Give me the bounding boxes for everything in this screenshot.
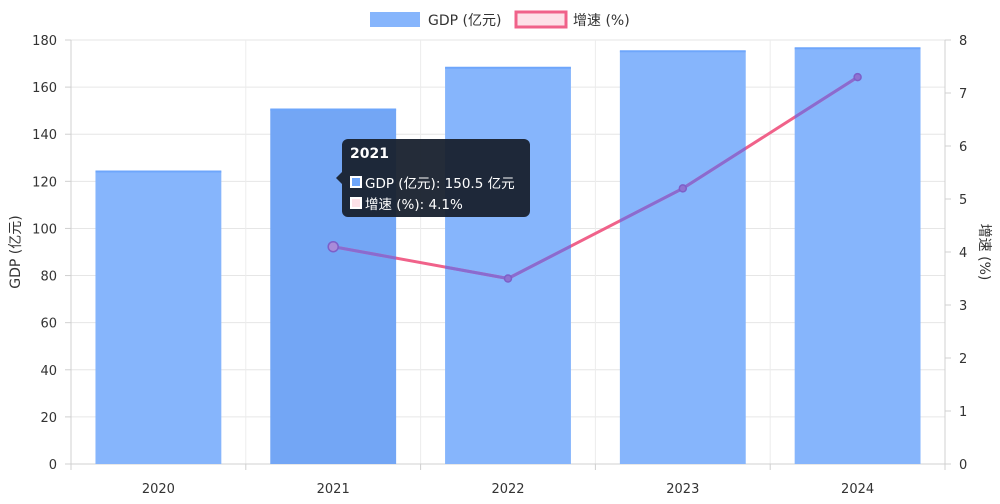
y2-axis-title: 增速 (%) — [976, 224, 992, 281]
legend-label-gdp: GDP (亿元) — [428, 13, 501, 29]
growth-line-on-bar — [794, 75, 860, 119]
y-tick-label: 120 — [32, 175, 57, 190]
x-tick-label: 2023 — [666, 482, 699, 497]
growth-line-on-bar — [506, 244, 571, 280]
tooltip-caret — [336, 172, 342, 184]
x-tick-label: 2020 — [142, 482, 175, 497]
bar-2022 — [445, 67, 571, 464]
y-tick-label: 0 — [49, 458, 57, 473]
growth-line-on-bar — [681, 146, 746, 190]
y2-tick-label: 6 — [959, 140, 967, 155]
y-tick-label: 100 — [32, 222, 57, 237]
legend-label-growth: 增速 (%) — [573, 13, 630, 29]
growth-line-on-bar — [445, 265, 510, 280]
x-tick-label: 2021 — [317, 482, 350, 497]
growth-point-2021 — [327, 240, 339, 253]
tooltip-text-growth: 增速 (%): 4.1% — [365, 197, 463, 213]
tooltip-text-gdp: GDP (亿元): 150.5 亿元 — [365, 176, 515, 192]
growth-line-on-bar — [619, 186, 685, 223]
x-tick-label: 2022 — [491, 482, 524, 497]
y2-tick-label: 8 — [959, 34, 967, 49]
y2-tick-label: 5 — [959, 193, 967, 208]
y-tick-label: 20 — [40, 411, 57, 426]
y2-tick-label: 0 — [959, 458, 967, 473]
bar-2023 — [619, 51, 746, 464]
tooltip-swatch-gdp — [350, 176, 362, 188]
tooltip-row-growth: 增速 (%): 4.1% — [350, 193, 463, 213]
tooltip-swatch-growth — [350, 197, 362, 209]
y-tick-label: 40 — [40, 364, 57, 379]
growth-line-on-bar — [331, 245, 397, 260]
y2-tick-label: 3 — [959, 299, 967, 314]
y-tick-label: 180 — [32, 34, 57, 49]
y2-tick-label: 7 — [959, 87, 967, 102]
y-tick-label: 160 — [32, 81, 57, 96]
legend-swatch-gdp — [370, 12, 420, 27]
bar-2020 — [95, 171, 222, 464]
y-tick-label: 80 — [40, 270, 57, 285]
y-tick-label: 60 — [40, 317, 57, 332]
x-tick-label: 2024 — [841, 482, 874, 497]
y2-tick-label: 1 — [959, 405, 967, 420]
growth-point-2022 — [503, 274, 513, 283]
bar-2024 — [794, 48, 921, 464]
legend-swatch-growth — [514, 10, 568, 29]
y-axis-title: GDP (亿元) — [8, 215, 24, 288]
y-tick-label: 140 — [32, 128, 57, 143]
tooltip-row-gdp: GDP (亿元): 150.5 亿元 — [350, 172, 515, 192]
y2-tick-label: 2 — [959, 352, 967, 367]
growth-point-2023 — [678, 184, 688, 193]
chart-tooltip: 2021 GDP (亿元): 150.5 亿元 增速 (%): 4.1% — [336, 139, 530, 217]
growth-point-2024 — [853, 72, 862, 82]
tooltip-title: 2021 — [350, 146, 389, 162]
y2-tick-label: 4 — [959, 246, 967, 261]
